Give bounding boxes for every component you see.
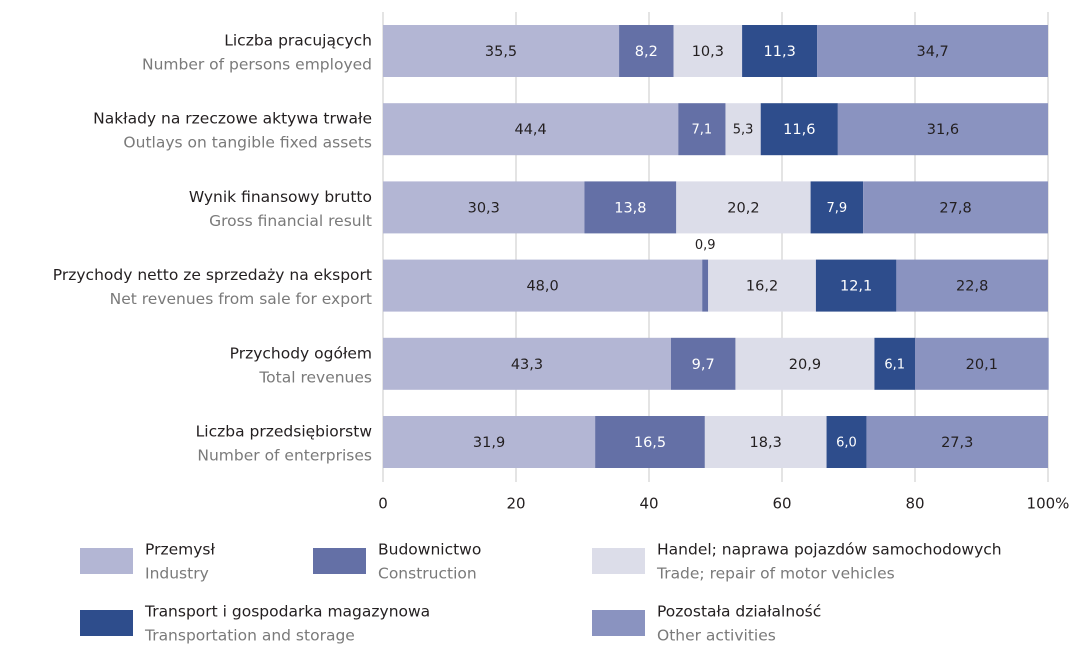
legend-swatch (80, 610, 133, 636)
bar-segment (584, 181, 677, 234)
value-label: 11,3 (764, 44, 796, 60)
value-label: 10,3 (692, 44, 724, 60)
legend-label-en: Transportation and storage (144, 627, 355, 645)
x-tick-label: 20 (506, 495, 525, 513)
category-label: Przychody ogółem (230, 344, 372, 362)
bar-segment (742, 25, 818, 77)
bar-segment (866, 416, 1048, 468)
value-label: 16,5 (634, 435, 666, 451)
bar-segment (673, 25, 743, 77)
bar-segment (708, 259, 816, 312)
category-label: Liczba pracujących (224, 32, 372, 50)
value-label: 35,5 (485, 44, 517, 60)
value-label: 43,3 (511, 357, 543, 373)
category-label: Liczba przedsiębiorstw (196, 423, 373, 441)
value-label: 0,9 (695, 238, 716, 253)
bar-segment (837, 103, 1048, 156)
bar-segment (383, 416, 596, 468)
bar-segment (383, 103, 679, 156)
legend-label: Budownictwo (378, 541, 481, 559)
legend-label: Handel; naprawa pojazdów samochodowych (657, 541, 1002, 559)
value-label: 20,9 (789, 357, 821, 373)
value-label: 13,8 (614, 200, 646, 216)
value-label: 18,3 (750, 435, 782, 451)
value-label: 11,6 (783, 122, 815, 138)
value-label: 5,3 (733, 123, 754, 138)
value-label: 31,6 (927, 122, 959, 138)
category-label-en: Number of enterprises (197, 447, 372, 465)
legend-label: Pozostała działalność (657, 603, 821, 621)
legend-label: Przemysł (145, 541, 215, 559)
x-tick-label: 100% (1027, 495, 1070, 513)
legend-swatch (592, 548, 645, 574)
value-label: 20,1 (966, 357, 998, 373)
category-label-en: Total revenues (258, 368, 372, 386)
category-label-en: Net revenues from sale for export (110, 290, 372, 308)
value-label: 7,1 (692, 123, 713, 138)
value-label: 31,9 (473, 435, 505, 451)
category-label-en: Outlays on tangible fixed assets (123, 134, 372, 152)
value-label: 8,2 (635, 44, 658, 60)
value-label: 6,1 (884, 357, 905, 372)
bar-segment (676, 181, 811, 234)
x-tick-label: 60 (772, 495, 791, 513)
legend-label-en: Trade; repair of motor vehicles (656, 565, 895, 583)
category-label: Nakłady na rzeczowe aktywa trwałe (93, 110, 372, 128)
value-label: 6,0 (836, 436, 857, 451)
value-label: 22,8 (956, 279, 988, 295)
bar-segment (896, 259, 1048, 312)
bar-segment (725, 103, 761, 156)
category-label: Wynik finansowy brutto (189, 188, 372, 206)
category-label: Przychody netto ze sprzedaży na eksport (53, 266, 372, 284)
legend-label-en: Industry (145, 565, 209, 583)
value-label: 30,3 (468, 200, 500, 216)
value-label: 48,0 (526, 279, 558, 295)
value-label: 20,2 (727, 200, 759, 216)
bar-segment (595, 416, 705, 468)
bar-segment (704, 416, 827, 468)
bar-segment (678, 103, 726, 156)
legend-swatch (80, 548, 133, 574)
value-label: 34,7 (916, 44, 948, 60)
bar-segment (874, 337, 915, 390)
bar-segment (760, 103, 838, 156)
value-label: 27,3 (941, 435, 973, 451)
bar-segment (383, 181, 585, 234)
legend-label-en: Construction (378, 565, 477, 583)
bar-segment (383, 25, 620, 77)
bar-segment (735, 337, 875, 390)
bar-segment (915, 337, 1049, 390)
bar-segment (702, 259, 709, 312)
legend-swatch (592, 610, 645, 636)
value-label: 44,4 (514, 122, 546, 138)
x-tick-label: 80 (905, 495, 924, 513)
value-label: 27,8 (939, 200, 971, 216)
category-label-en: Gross financial result (209, 212, 372, 230)
value-label: 12,1 (840, 279, 872, 295)
x-tick-label: 40 (639, 495, 658, 513)
bar-segment (863, 181, 1048, 234)
value-label: 9,7 (692, 357, 715, 373)
value-label: 16,2 (746, 279, 778, 295)
legend-label: Transport i gospodarka magazynowa (144, 603, 430, 621)
bar-segment (810, 181, 864, 234)
bar-segment (619, 25, 674, 77)
category-label-en: Number of persons employed (142, 56, 372, 74)
value-label: 7,9 (827, 201, 848, 216)
bar-segment (383, 337, 671, 390)
legend-swatch (313, 548, 366, 574)
legend-label-en: Other activities (657, 627, 776, 645)
x-tick-label: 0 (378, 495, 388, 513)
bar-segment (815, 259, 897, 312)
bar-segment (817, 25, 1048, 77)
bar-segment (383, 259, 703, 312)
bar-segment (826, 416, 867, 468)
bar-segment (670, 337, 736, 390)
